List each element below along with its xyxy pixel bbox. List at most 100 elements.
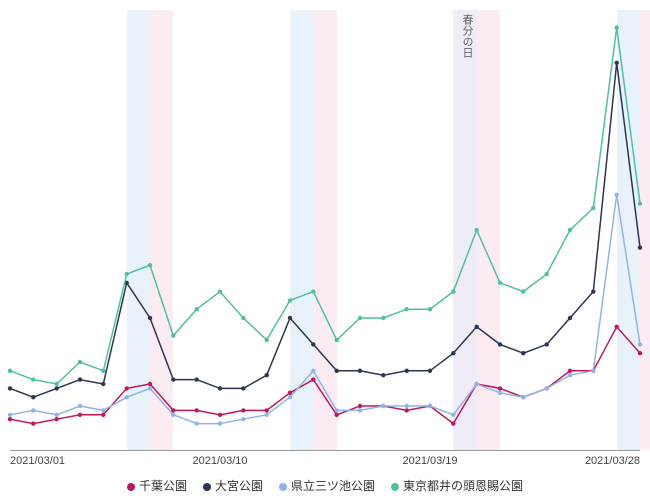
series-marker (335, 413, 339, 417)
x-tick-label: 2021/03/10 (192, 455, 247, 467)
series-marker (55, 413, 59, 417)
series-marker (638, 201, 642, 205)
series-marker (31, 421, 35, 425)
series-marker (288, 298, 292, 302)
series-marker (405, 408, 409, 412)
series-marker (358, 316, 362, 320)
series-marker (451, 421, 455, 425)
series-line (10, 63, 640, 397)
series-marker (101, 382, 105, 386)
series-marker (311, 369, 315, 373)
series-marker (265, 413, 269, 417)
series-marker (545, 342, 549, 346)
series-marker (591, 206, 595, 210)
series-marker (195, 408, 199, 412)
series-marker (8, 386, 12, 390)
series-marker (358, 408, 362, 412)
series-marker (358, 369, 362, 373)
series-marker (195, 421, 199, 425)
series-marker (615, 61, 619, 65)
series-marker (311, 342, 315, 346)
series-marker (311, 377, 315, 381)
series-marker (475, 382, 479, 386)
series-marker (125, 386, 129, 390)
series-marker (241, 408, 245, 412)
series-marker (311, 289, 315, 293)
series-marker (218, 386, 222, 390)
series-marker (31, 377, 35, 381)
series-marker (101, 408, 105, 412)
legend-marker (203, 483, 211, 491)
series-marker (241, 417, 245, 421)
series-marker (288, 316, 292, 320)
series-marker (148, 386, 152, 390)
series-marker (428, 307, 432, 311)
series-marker (55, 417, 59, 421)
legend-label: 県立三ツ池公園 (291, 479, 375, 493)
legend-label: 大宮公園 (215, 479, 263, 493)
legend-marker (391, 483, 399, 491)
series-marker (358, 404, 362, 408)
series-marker (171, 413, 175, 417)
series-marker (545, 272, 549, 276)
series-marker (125, 272, 129, 276)
series-marker (78, 377, 82, 381)
series-marker (8, 417, 12, 421)
series-marker (405, 307, 409, 311)
series-marker (638, 351, 642, 355)
series-marker (265, 338, 269, 342)
series-marker (475, 228, 479, 232)
x-tick-label: 2021/03/01 (10, 455, 65, 467)
legend-item: 県立三ツ池公園 (279, 477, 375, 494)
series-marker (78, 413, 82, 417)
legend-item: 大宮公園 (203, 477, 263, 494)
line-chart: 春分の日 2021/03/012021/03/102021/03/192021/… (0, 0, 650, 500)
legend-marker (127, 483, 135, 491)
series-marker (475, 325, 479, 329)
legend-item: 千葉公園 (127, 477, 187, 494)
series-marker (171, 377, 175, 381)
plot-area: 春分の日 (10, 10, 640, 451)
series-marker (148, 316, 152, 320)
series-marker (568, 369, 572, 373)
series-marker (78, 404, 82, 408)
series-marker (218, 421, 222, 425)
series-marker (545, 386, 549, 390)
series-marker (381, 404, 385, 408)
series-marker (218, 289, 222, 293)
legend-marker (279, 483, 287, 491)
series-marker (78, 360, 82, 364)
series-marker (451, 351, 455, 355)
series-marker (591, 289, 595, 293)
series-marker (55, 386, 59, 390)
series-marker (195, 377, 199, 381)
series-marker (591, 369, 595, 373)
series-marker (31, 408, 35, 412)
series-marker (381, 316, 385, 320)
series-marker (218, 413, 222, 417)
series-marker (498, 386, 502, 390)
series-marker (381, 373, 385, 377)
series-marker (615, 25, 619, 29)
x-axis: 2021/03/012021/03/102021/03/192021/03/28 (10, 455, 640, 471)
series-marker (498, 391, 502, 395)
series-marker (451, 413, 455, 417)
series-marker (148, 382, 152, 386)
legend-item: 東京都井の頭恩賜公園 (391, 477, 523, 494)
series-marker (171, 333, 175, 337)
series-line (10, 28, 640, 384)
series-marker (265, 373, 269, 377)
series-marker (195, 307, 199, 311)
series-marker (568, 228, 572, 232)
series-marker (568, 373, 572, 377)
series-marker (428, 404, 432, 408)
series-marker (288, 395, 292, 399)
series-marker (8, 369, 12, 373)
series-marker (265, 408, 269, 412)
x-tick-label: 2021/03/19 (402, 455, 457, 467)
series-marker (31, 395, 35, 399)
series-marker (148, 263, 152, 267)
annotation-label: 春分の日 (459, 14, 475, 58)
series-marker (638, 245, 642, 249)
series-marker (521, 395, 525, 399)
